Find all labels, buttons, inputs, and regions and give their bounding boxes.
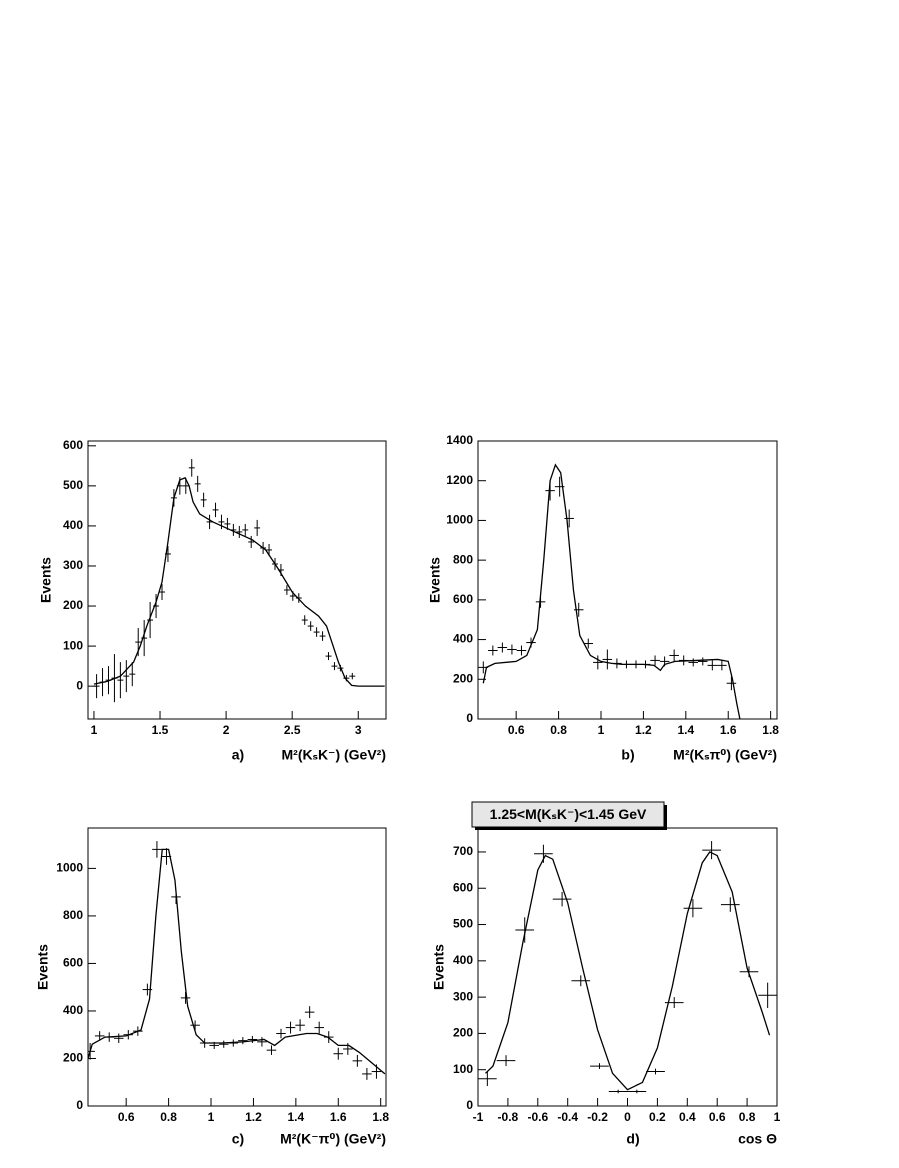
y-tick-label: 1000 (446, 513, 473, 527)
x-tick-label: 2 (223, 723, 230, 737)
fit-curve (485, 851, 771, 1091)
x-tick-label: 0.8 (160, 1110, 177, 1124)
x-tick-label: 1.6 (720, 723, 737, 737)
plot-data (478, 463, 741, 719)
x-axis-label: cos Θ (738, 1131, 777, 1147)
panel-label: c) (232, 1131, 244, 1147)
y-tick-label: 0 (466, 711, 473, 725)
y-tick-label: 100 (63, 638, 83, 652)
x-tick-label: 1.2 (245, 1110, 262, 1124)
plot-data (478, 841, 777, 1094)
x-tick-label: 1 (91, 723, 98, 737)
y-tick-label: 200 (453, 1026, 473, 1040)
x-tick-label: 1.6 (330, 1110, 347, 1124)
y-tick-label: 500 (63, 478, 83, 492)
x-tick-label: 1 (208, 1110, 215, 1124)
y-tick-label: 1400 (446, 433, 473, 447)
x-tick-label: 1 (774, 1110, 781, 1124)
fit-curve (93, 477, 385, 687)
x-axis-label: M²(KₛK⁻) (GeV²) (282, 747, 386, 763)
y-axis-label: Events (431, 944, 447, 990)
x-tick-label: 1 (598, 723, 605, 737)
plot-data (88, 841, 386, 1080)
y-tick-label: 800 (63, 908, 83, 922)
y-axis-label: Events (427, 557, 443, 603)
panel-label: a) (232, 747, 244, 763)
y-tick-label: 1000 (56, 861, 83, 875)
x-tick-label: 0.6 (508, 723, 525, 737)
plot-frame (87, 440, 387, 720)
x-tick-label: 1.5 (152, 723, 169, 737)
x-axis-label: M²(Kₛπ⁰) (GeV²) (673, 747, 777, 763)
y-tick-label: 400 (453, 632, 473, 646)
x-tick-label: 1.8 (762, 723, 779, 737)
y-axis-label: Events (38, 557, 54, 603)
x-tick-label: 0 (624, 1110, 631, 1124)
x-tick-label: 0.2 (649, 1110, 666, 1124)
y-tick-label: 300 (453, 989, 473, 1003)
annotation-box (471, 801, 665, 828)
x-tick-label: -0.6 (527, 1110, 548, 1124)
plot-frame (87, 827, 387, 1107)
panel-label: b) (621, 747, 634, 763)
y-axis-label: Events (35, 944, 51, 990)
x-tick-label: -1 (473, 1110, 484, 1124)
x-tick-label: 2.5 (284, 723, 301, 737)
y-tick-label: 400 (63, 518, 83, 532)
y-tick-label: 400 (453, 953, 473, 967)
y-tick-label: 300 (63, 558, 83, 572)
plot-frame (477, 440, 778, 720)
plot-frame (477, 827, 778, 1107)
y-tick-label: 600 (453, 880, 473, 894)
x-tick-label: 1.2 (635, 723, 652, 737)
y-tick-label: 100 (453, 1062, 473, 1076)
y-tick-label: 800 (453, 552, 473, 566)
y-tick-label: 400 (63, 1003, 83, 1017)
x-tick-label: 0.6 (118, 1110, 135, 1124)
plot-data (93, 459, 385, 703)
x-tick-label: -0.8 (498, 1110, 519, 1124)
x-tick-label: 3 (355, 723, 362, 737)
x-axis-label: M²(K⁻π⁰) (GeV²) (280, 1131, 386, 1147)
x-tick-label: 1.4 (677, 723, 694, 737)
y-tick-label: 0 (466, 1098, 473, 1112)
y-tick-label: 600 (453, 592, 473, 606)
y-tick-label: 700 (453, 844, 473, 858)
x-tick-label: -0.2 (587, 1110, 608, 1124)
y-tick-label: 200 (63, 1051, 83, 1065)
y-tick-label: 200 (63, 598, 83, 612)
panel-label: d) (626, 1131, 639, 1147)
y-tick-label: 600 (63, 956, 83, 970)
y-tick-label: 0 (76, 678, 83, 692)
x-tick-label: 1.4 (288, 1110, 305, 1124)
y-tick-label: 0 (76, 1098, 83, 1112)
x-tick-label: 1.8 (372, 1110, 389, 1124)
y-tick-label: 500 (453, 917, 473, 931)
annotation: 1.25<M(KₛK⁻)<1.45 GeV (490, 806, 647, 822)
y-tick-label: 1200 (446, 473, 473, 487)
y-tick-label: 600 (63, 438, 83, 452)
x-tick-label: 0.6 (709, 1110, 726, 1124)
x-tick-label: -0.4 (557, 1110, 578, 1124)
x-tick-label: 0.8 (550, 723, 567, 737)
x-tick-label: 0.4 (679, 1110, 696, 1124)
y-tick-label: 200 (453, 671, 473, 685)
x-tick-label: 0.8 (739, 1110, 756, 1124)
